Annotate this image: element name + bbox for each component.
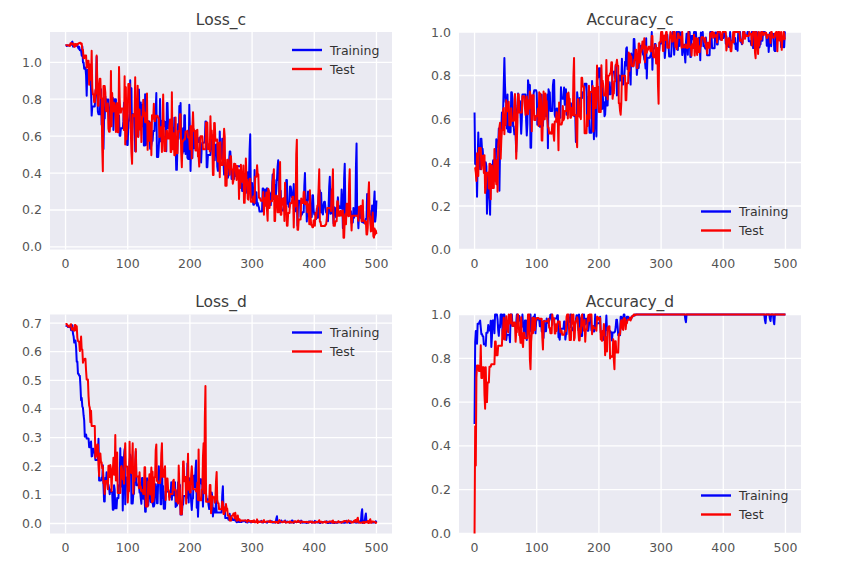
legend-training-label: Training	[329, 325, 379, 340]
figure: Loss_c Accuracy_c Loss_d Accuracy_d 0100…	[0, 0, 842, 566]
legend-test-label: Test	[738, 223, 764, 238]
x-tick-label: 0	[471, 540, 479, 555]
y-tick-label: 0.4	[22, 166, 42, 181]
x-tick-label: 200	[587, 256, 611, 271]
x-tick-label: 300	[649, 540, 673, 555]
y-tick-label: 0.6	[22, 129, 42, 144]
y-tick-label: 0.0	[22, 516, 42, 531]
y-tick-label: 0.2	[431, 199, 451, 214]
x-tick-label: 100	[116, 540, 140, 555]
x-tick-label: 400	[711, 540, 735, 555]
x-tick-label: 500	[365, 256, 389, 271]
subplot-accuracy_d: 0 100 200 300 400 500 0.0 0.2 0.4 0.6 0.8 1.0 Traini…	[431, 307, 801, 555]
y-tick-label: 1.0	[431, 307, 451, 322]
y-tick-label: 0.8	[22, 92, 42, 107]
y-tick-label: 0.4	[431, 438, 451, 453]
y-tick-label: 0.2	[22, 202, 42, 217]
y-tick-label: 0.0	[431, 526, 451, 541]
x-tick-label: 400	[302, 540, 326, 555]
y-tick-label: 0.8	[431, 68, 451, 83]
x-tick-label: 400	[302, 256, 326, 271]
legend-training-label: Training	[738, 204, 788, 219]
legend-test-label: Test	[738, 507, 764, 522]
legend-test-label: Test	[329, 62, 355, 77]
y-tick-label: 0.0	[431, 242, 451, 257]
x-tick-label: 100	[525, 540, 549, 555]
legend-training-label: Training	[329, 43, 379, 58]
x-tick-label: 500	[774, 540, 798, 555]
legend-test-label: Test	[329, 344, 355, 359]
y-tick-label: 0.1	[22, 487, 42, 502]
y-tick-label: 0.2	[431, 482, 451, 497]
x-tick-label: 300	[240, 540, 264, 555]
x-tick-label: 200	[178, 256, 202, 271]
x-tick-label: 200	[178, 540, 202, 555]
charts-canvas: 0 100 200 300 400 500 0.0 0.2 0.4 0.6 0.8 1.0 Traini…	[0, 0, 842, 566]
y-tick-label: 0.4	[22, 401, 42, 416]
x-tick-label: 100	[525, 256, 549, 271]
x-tick-label: 200	[587, 540, 611, 555]
x-tick-label: 500	[365, 540, 389, 555]
y-tick-label: 0.5	[22, 373, 42, 388]
y-tick-label: 0.2	[22, 459, 42, 474]
x-tick-label: 500	[774, 256, 798, 271]
x-tick-label: 0	[62, 256, 70, 271]
legend-training-label: Training	[738, 488, 788, 503]
y-tick-label: 0.3	[22, 430, 42, 445]
y-tick-label: 0.6	[22, 344, 42, 359]
x-tick-label: 300	[240, 256, 264, 271]
subplot-loss_c: 0 100 200 300 400 500 0.0 0.2 0.4 0.6 0.8 1.0 Traini…	[22, 32, 392, 271]
y-tick-label: 0.6	[431, 112, 451, 127]
x-tick-label: 0	[62, 540, 70, 555]
x-tick-label: 300	[649, 256, 673, 271]
y-tick-label: 1.0	[431, 25, 451, 40]
subplot-loss_d: 0 100 200 300 400 500 0.0 0.1 0.2 0.3 0.4 0.5 0.6 0.7…	[22, 315, 392, 555]
x-tick-label: 0	[471, 256, 479, 271]
y-tick-label: 0.6	[431, 395, 451, 410]
y-tick-label: 1.0	[22, 55, 42, 70]
x-tick-label: 100	[116, 256, 140, 271]
y-tick-label: 0.0	[22, 239, 42, 254]
y-tick-label: 0.4	[431, 155, 451, 170]
subplot-accuracy_c: 0 100 200 300 400 500 0.0 0.2 0.4 0.6 0.8 1.0 Traini…	[431, 25, 801, 271]
y-tick-label: 0.7	[22, 316, 42, 331]
y-tick-label: 0.8	[431, 351, 451, 366]
x-tick-label: 400	[711, 256, 735, 271]
